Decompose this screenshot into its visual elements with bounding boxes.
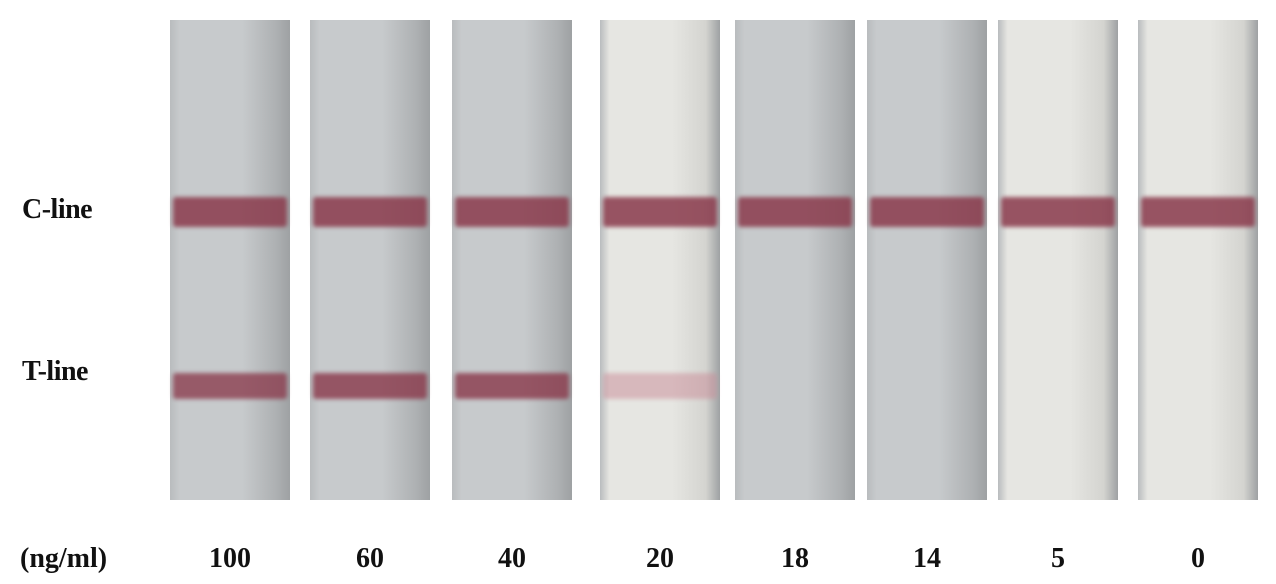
control-line-band [738,197,852,227]
control-line-band [870,197,984,227]
unit-label: (ng/ml) [20,543,108,574]
test-strip [310,20,430,500]
control-line-band [1001,197,1115,227]
concentration-label: 18 [781,543,809,574]
test-strip [735,20,855,500]
test-strip [998,20,1118,500]
test-strip [600,20,720,500]
control-line-band [173,197,287,227]
control-line-band [313,197,427,227]
concentration-label: 60 [356,543,384,574]
concentration-label: 20 [646,543,674,574]
test-strip [1138,20,1258,500]
concentration-label: 40 [498,543,526,574]
test-line-band [173,373,287,399]
test-line-band [455,373,569,399]
t-line-label: T-line [22,356,89,387]
concentration-label: 14 [913,543,941,574]
test-strip [170,20,290,500]
test-line-band [313,373,427,399]
test-strip [452,20,572,500]
test-line-band [603,373,717,399]
concentration-label: 5 [1051,543,1065,574]
control-line-band [603,197,717,227]
c-line-label: C-line [22,194,93,225]
control-line-band [455,197,569,227]
control-line-band [1141,197,1255,227]
concentration-label: 0 [1191,543,1205,574]
test-strip [867,20,987,500]
concentration-label: 100 [209,543,251,574]
